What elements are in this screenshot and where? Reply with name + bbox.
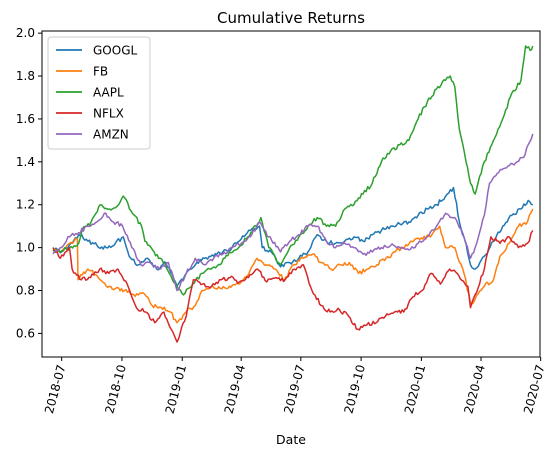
- y-tick-label: 2.0: [16, 26, 35, 40]
- x-axis-label: Date: [276, 432, 306, 447]
- legend-label-fb: FB: [93, 65, 108, 79]
- y-tick-label: 0.8: [16, 284, 35, 298]
- y-tick-label: 1.2: [16, 198, 35, 212]
- legend: GOOGL FB AAPL NFLX AMZN: [48, 37, 150, 149]
- legend-label-googl: GOOGL: [93, 44, 137, 58]
- y-tick-label: 0.6: [16, 326, 35, 340]
- y-tick-label: 1.8: [16, 69, 35, 83]
- legend-label-amzn: AMZN: [93, 128, 129, 142]
- legend-label-nflx: NFLX: [93, 107, 124, 121]
- y-tick-label: 1.4: [16, 155, 35, 169]
- y-tick-label: 1.0: [16, 241, 35, 255]
- y-tick-label: 1.6: [16, 112, 35, 126]
- legend-label-aapl: AAPL: [93, 86, 124, 100]
- chart-title: Cumulative Returns: [217, 9, 365, 27]
